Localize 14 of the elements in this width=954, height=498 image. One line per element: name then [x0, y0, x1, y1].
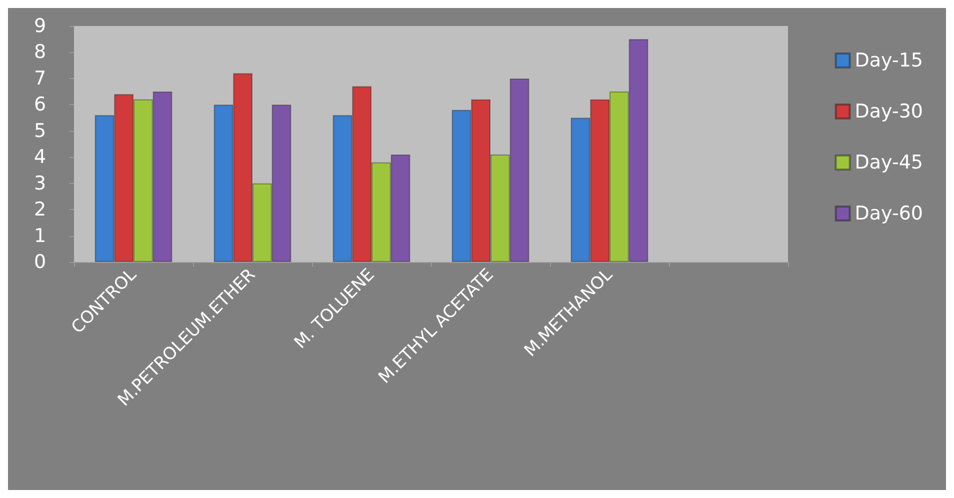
y-tick-label: 9	[34, 15, 46, 37]
legend-label: Day-30	[854, 100, 923, 122]
y-tick-label: 1	[34, 224, 46, 247]
y-tick-label: 6	[34, 94, 46, 116]
legend-label: Day-60	[854, 202, 923, 224]
y-tick-label: 8	[34, 41, 46, 64]
y-tick-label: 5	[34, 120, 46, 142]
legend-label: Day-15	[854, 50, 923, 72]
y-tick-label: 2	[34, 198, 46, 221]
y-tick-label: 3	[34, 172, 46, 194]
y-tick-label: 0	[34, 251, 46, 273]
y-tick-label: 4	[34, 146, 46, 168]
legend-label: Day-45	[854, 152, 923, 174]
y-tick-label: 7	[34, 67, 46, 90]
